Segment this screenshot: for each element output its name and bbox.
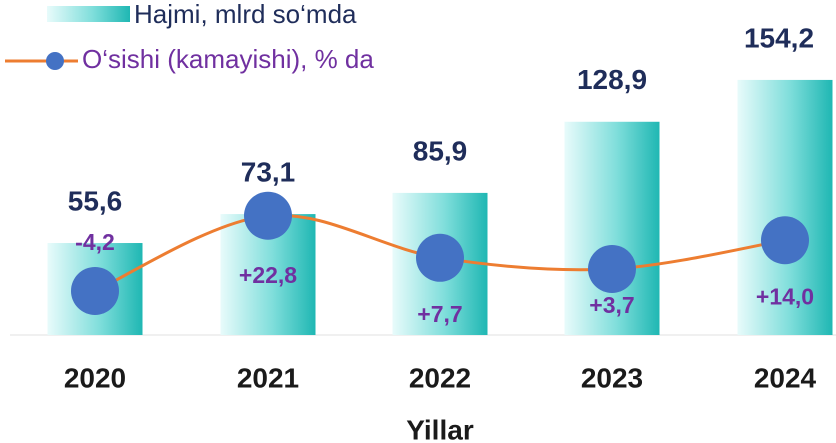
legend-label: Hajmi, mlrd so‘mda: [134, 0, 357, 29]
bar: [564, 121, 660, 336]
growth-value-label: +14,0: [756, 283, 814, 309]
legend-marker: [46, 52, 64, 70]
growth-value-label: +3,7: [589, 292, 634, 318]
growth-marker: [588, 244, 636, 293]
growth-marker: [761, 216, 809, 265]
growth-value-label: +22,8: [239, 262, 297, 288]
x-tick-label: 2020: [64, 362, 126, 393]
x-tick-label: 2022: [409, 362, 471, 393]
growth-marker: [416, 233, 464, 282]
x-axis-label: Yillar: [406, 414, 474, 443]
bar-value-label: 128,9: [577, 64, 647, 95]
x-tick-label: 2023: [581, 362, 643, 393]
x-tick-label: 2021: [237, 362, 299, 393]
bar-value-label: 85,9: [413, 135, 468, 166]
growth-value-label: +7,7: [417, 301, 462, 327]
bar: [737, 79, 833, 335]
growth-marker: [244, 191, 292, 240]
growth-value-label: -4,2: [75, 229, 115, 255]
legend-label: O‘sishi (kamayishi), % da: [82, 44, 374, 74]
bar-value-label: 73,1: [241, 156, 296, 187]
growth-marker: [71, 266, 119, 315]
x-tick-label: 2024: [754, 362, 817, 393]
bar-value-label: 55,6: [68, 185, 123, 216]
legend-swatch: [47, 6, 130, 22]
bar-value-label: 154,2: [744, 22, 814, 53]
